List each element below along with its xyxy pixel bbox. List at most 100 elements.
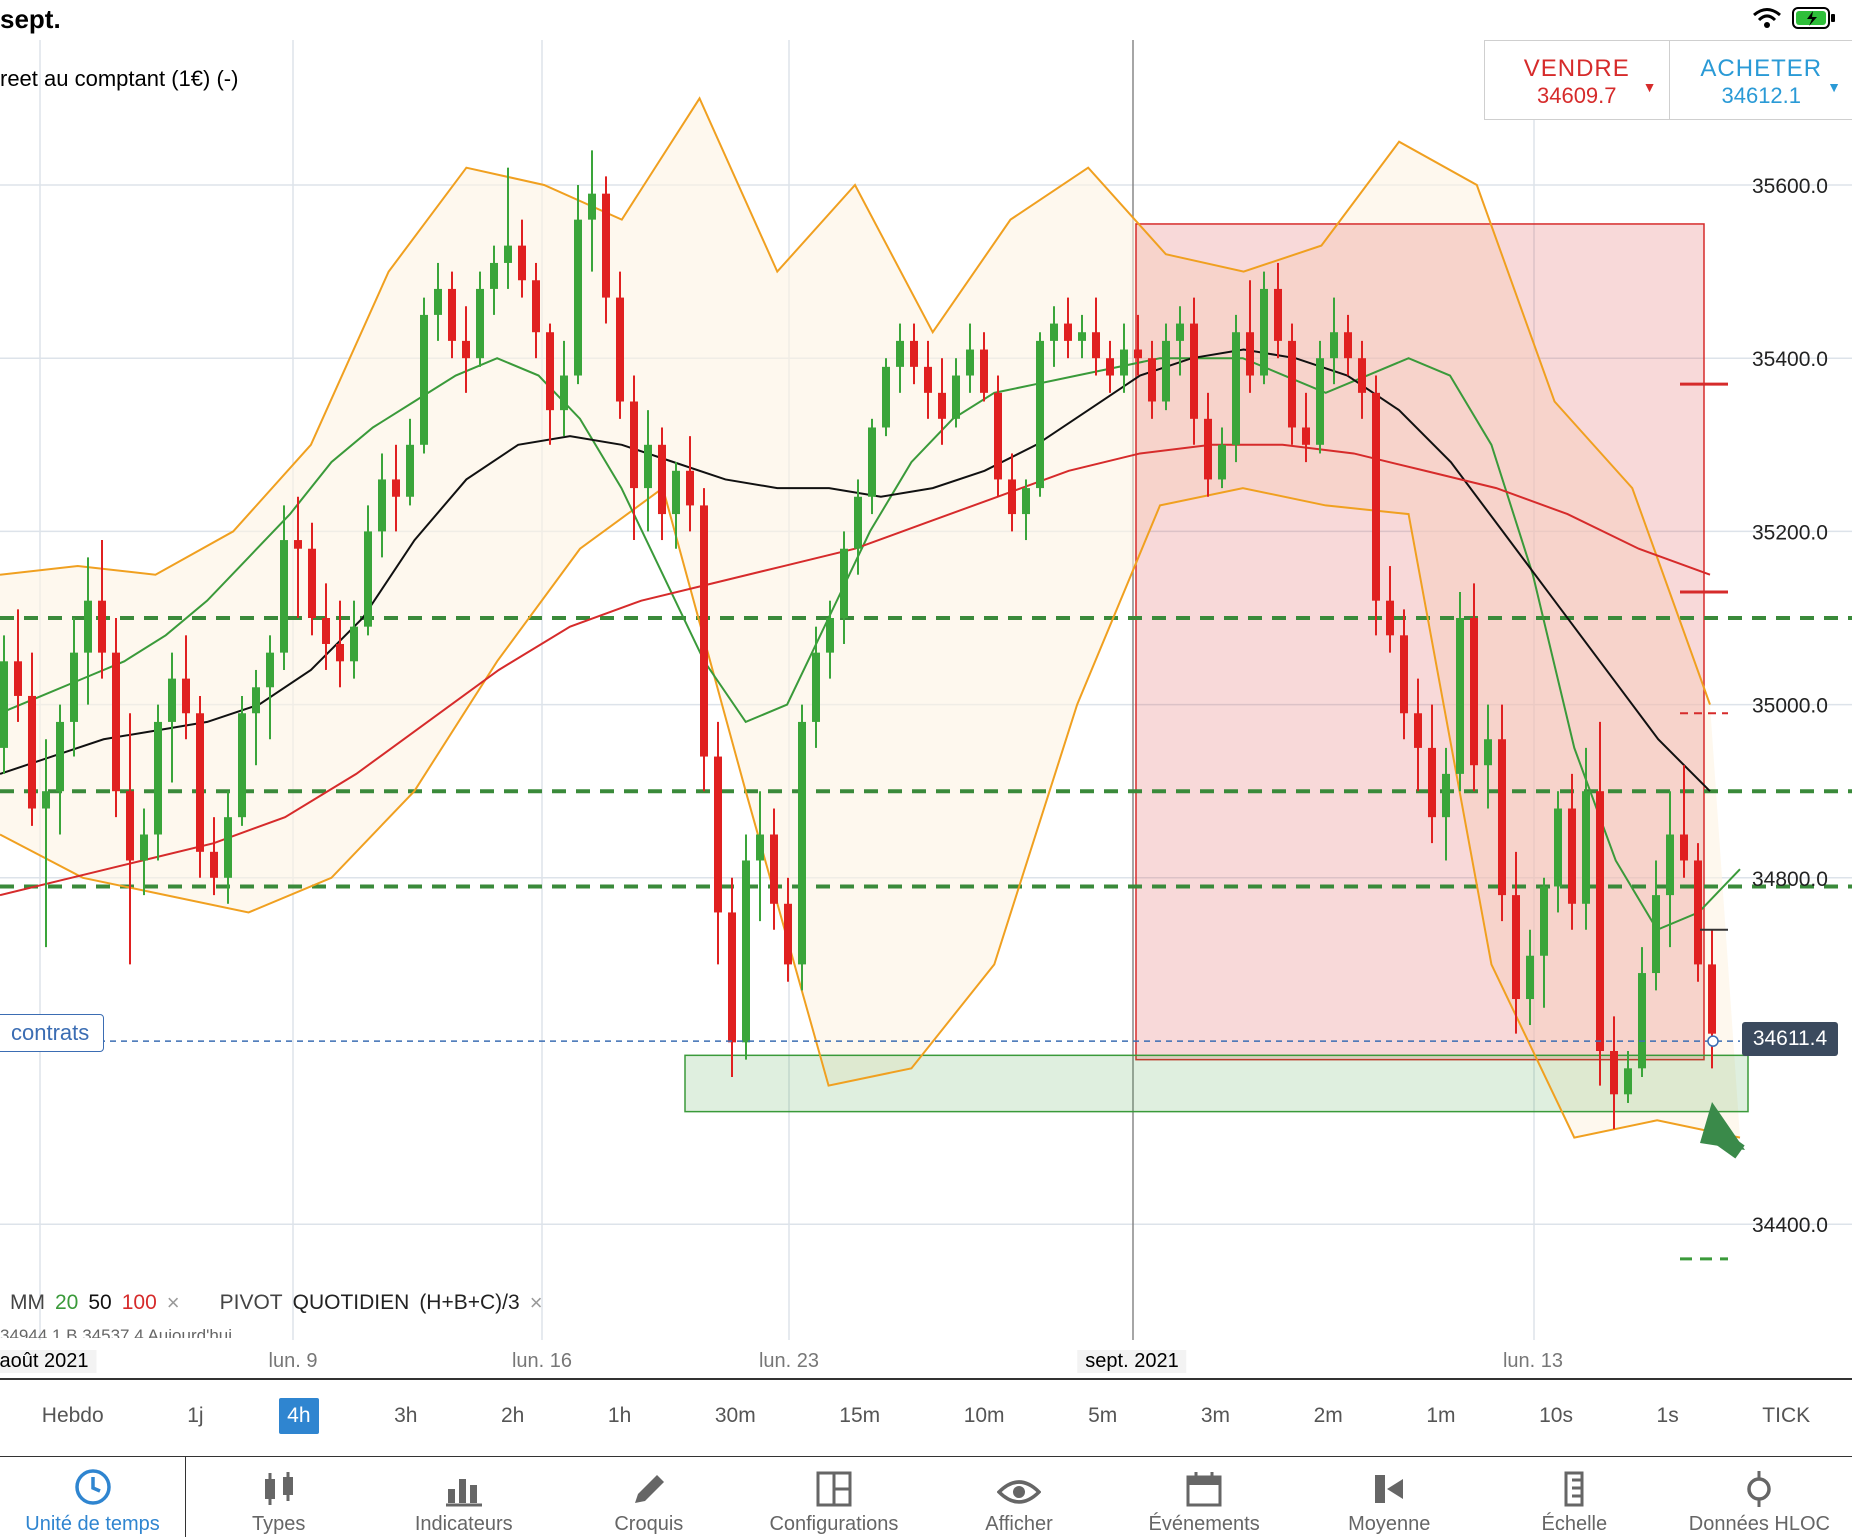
timeframe-selector: Hebdo 1j 4h 3h 2h 1h 30m 15m 10m 5m 3m 2m 1m 10s 1s TIC… <box>0 1388 1852 1444</box>
candle-bullish <box>280 540 288 653</box>
candle-bearish <box>1610 1051 1618 1094</box>
timeframe-2m[interactable]: 2m <box>1306 1398 1351 1434</box>
candle-bearish <box>294 540 302 549</box>
candle-bullish <box>560 376 568 411</box>
timeframe-1j[interactable]: 1j <box>179 1398 211 1434</box>
candle-bearish <box>700 505 708 756</box>
position-tag[interactable]: contrats <box>0 1014 104 1052</box>
price-axis-label: 35600.0 <box>1752 175 1828 198</box>
support-zone <box>685 1055 1748 1111</box>
candle-bearish <box>1428 748 1436 817</box>
timeframe-10s[interactable]: 10s <box>1531 1398 1581 1434</box>
candle-bearish <box>910 341 918 367</box>
candle-bullish <box>154 722 162 835</box>
candle-bearish <box>1414 713 1422 748</box>
timeframe-tick[interactable]: TICK <box>1754 1398 1818 1434</box>
sell-label: VENDRE <box>1485 55 1669 83</box>
candle-bullish <box>1316 358 1324 445</box>
battery-icon <box>1792 6 1836 30</box>
toolbar-label: Afficher <box>926 1513 1111 1536</box>
buy-caret-icon[interactable]: ▼ <box>1827 79 1841 95</box>
resistance-zone <box>1136 224 1704 1060</box>
candle-bullish <box>476 289 484 358</box>
candle-bearish <box>126 791 134 860</box>
candle-bullish <box>168 679 176 722</box>
candle-bearish <box>1680 835 1688 861</box>
toolbar-eye-button[interactable]: Afficher <box>926 1457 1111 1537</box>
toolbar-label: Types <box>186 1513 371 1536</box>
clipped-info-row: 34944.1 B 34537.4 Aujourd'hui <box>0 1326 232 1338</box>
price-axis-label: 34400.0 <box>1752 1214 1828 1237</box>
date-label: lun. 9 <box>269 1350 318 1373</box>
timeframe-1m[interactable]: 1m <box>1418 1398 1463 1434</box>
toolbar-candlestick-button[interactable]: Types <box>186 1457 371 1537</box>
candle-bearish <box>1568 809 1576 904</box>
status-date: sept. <box>0 4 61 35</box>
toolbar-clock-button[interactable]: Unité de temps <box>0 1457 186 1537</box>
candle-bearish <box>770 835 778 904</box>
timeframe-hebdo[interactable]: Hebdo <box>34 1398 112 1434</box>
sell-caret-icon[interactable]: ▼ <box>1643 79 1657 95</box>
candle-bullish <box>812 653 820 722</box>
timeframe-10m[interactable]: 10m <box>956 1398 1013 1434</box>
toolbar-calendar-button[interactable]: Événements <box>1112 1457 1297 1537</box>
candle-bearish <box>1400 635 1408 713</box>
candle-bearish <box>1386 601 1394 636</box>
candle-bullish <box>854 497 862 549</box>
trade-panel: VENDRE 34609.7 ▼ ACHETER 34612.1 ▼ <box>1484 40 1852 120</box>
sell-button[interactable]: VENDRE 34609.7 ▼ <box>1485 41 1669 119</box>
candle-bearish <box>98 601 106 653</box>
status-icons <box>1752 6 1836 30</box>
candle-bearish <box>938 393 946 419</box>
candle-bearish <box>1092 332 1100 358</box>
date-label: août 2021 <box>0 1350 96 1373</box>
timeframe-4h[interactable]: 4h <box>279 1398 318 1434</box>
timeframe-3m[interactable]: 3m <box>1193 1398 1238 1434</box>
candle-bearish <box>1064 324 1072 341</box>
date-axis: août 2021 lun. 9 lun. 16 lun. 23 sept. 2… <box>0 1340 1852 1380</box>
candle-bearish <box>1302 427 1310 444</box>
candle-bearish <box>1694 860 1702 964</box>
candle-bullish <box>224 817 232 878</box>
toolbar-layout-button[interactable]: Configurations <box>741 1457 926 1537</box>
candle-bullish <box>350 627 358 662</box>
candle-bullish <box>1036 341 1044 488</box>
date-label: lun. 13 <box>1503 1350 1563 1373</box>
candle-bullish <box>1554 809 1562 887</box>
candle-bullish <box>588 194 596 220</box>
timeframe-2h[interactable]: 2h <box>493 1398 532 1434</box>
timeframe-1s[interactable]: 1s <box>1649 1398 1687 1434</box>
current-price-marker <box>1708 1036 1718 1046</box>
candle-bullish <box>1652 895 1660 973</box>
candle-bullish <box>70 653 78 722</box>
candle-bullish <box>1120 350 1128 376</box>
toolbar-pencil-button[interactable]: Croquis <box>556 1457 741 1537</box>
mm-20-label: 20 <box>55 1291 78 1315</box>
bar-chart-icon <box>371 1457 556 1507</box>
candle-bullish <box>672 471 680 514</box>
remove-pivot-icon[interactable]: × <box>530 1290 543 1316</box>
candle-bullish <box>0 661 8 748</box>
timeframe-5m[interactable]: 5m <box>1080 1398 1125 1434</box>
candle-bearish <box>112 653 120 792</box>
buy-button[interactable]: ACHETER 34612.1 ▼ <box>1669 41 1852 119</box>
remove-mm-icon[interactable]: × <box>167 1290 180 1316</box>
candle-bearish <box>1358 358 1366 393</box>
candle-bullish <box>1526 956 1534 999</box>
toolbar-scale-button[interactable]: Échelle <box>1482 1457 1667 1537</box>
timeframe-1h[interactable]: 1h <box>600 1398 639 1434</box>
candle-bearish <box>1204 419 1212 480</box>
toolbar-bar-chart-button[interactable]: Indicateurs <box>371 1457 556 1537</box>
candle-bullish <box>756 835 764 861</box>
toolbar-crosshair-button[interactable]: Données HLOC <box>1667 1457 1852 1537</box>
toolbar-average-button[interactable]: Moyenne <box>1297 1457 1482 1537</box>
candle-bearish <box>462 341 470 358</box>
timeframe-3h[interactable]: 3h <box>386 1398 425 1434</box>
candle-bearish <box>392 479 400 496</box>
timeframe-15m[interactable]: 15m <box>831 1398 888 1434</box>
price-chart[interactable]: 35600.035400.035200.035000.034800.034400… <box>0 40 1852 1340</box>
pivot-period: QUOTIDIEN <box>293 1291 410 1315</box>
timeframe-30m[interactable]: 30m <box>707 1398 764 1434</box>
candle-bearish <box>210 852 218 878</box>
